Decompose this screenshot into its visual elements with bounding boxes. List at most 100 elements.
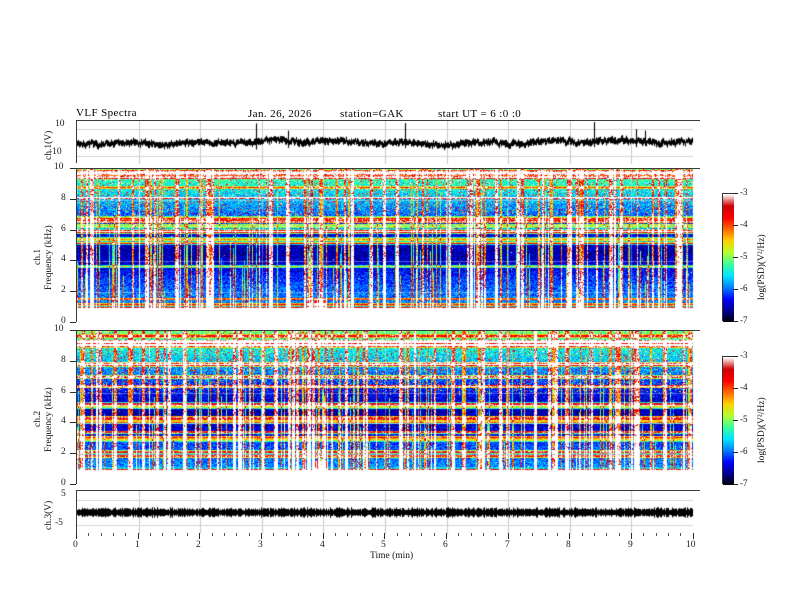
colorbar-tickmark — [733, 388, 738, 389]
x-axis-tickmark — [693, 533, 694, 539]
x-axis-tickmark — [199, 533, 200, 539]
ch1-ytick-10: 10 — [55, 119, 65, 129]
x-axis-minor-tickmark — [680, 533, 681, 536]
x-axis-tickmark — [261, 533, 262, 539]
colorbar-tickmark — [733, 452, 738, 453]
colorbar-tick-label: -7 — [740, 315, 748, 325]
y-axis-tick-label: 4 — [61, 416, 66, 426]
x-axis-minor-tickmark — [606, 533, 607, 536]
x-axis-minor-tickmark — [249, 533, 250, 536]
ch2-spec-channel-label: ch.2 — [33, 410, 43, 427]
colorbar-tick-label: -5 — [740, 414, 748, 424]
x-axis-tick-label: 7 — [505, 540, 510, 550]
x-axis-minor-tickmark — [101, 533, 102, 536]
y-axis-tickmark — [70, 230, 76, 231]
colorbar-tick-label: -7 — [740, 478, 748, 488]
x-axis-minor-tickmark — [273, 533, 274, 536]
station-label: station=GAK — [340, 108, 404, 120]
y-axis-tick-label: 2 — [61, 285, 66, 295]
colorbar-tickmark — [733, 356, 738, 357]
ch3-ytick-neg5: -5 — [55, 518, 63, 528]
x-axis-minor-tickmark — [495, 533, 496, 536]
x-axis-minor-tickmark — [668, 533, 669, 536]
y-axis-tickmark — [70, 168, 76, 169]
colorbar-tickmark — [733, 193, 738, 194]
x-axis-minor-tickmark — [545, 533, 546, 536]
x-axis-minor-tickmark — [483, 533, 484, 536]
colorbar-tickmark — [733, 484, 738, 485]
colorbar-ch2 — [722, 356, 734, 485]
x-axis-minor-tickmark — [434, 533, 435, 536]
ch3-timeseries-panel — [76, 490, 701, 534]
x-axis-tick-label: 5 — [381, 540, 386, 550]
ch1-timeseries-panel — [76, 120, 701, 164]
x-axis-tickmark — [446, 533, 447, 539]
colorbar-tick-label: -3 — [740, 187, 748, 197]
y-axis-tick-label: 10 — [54, 324, 64, 334]
ch1-spec-channel-label: ch.1 — [33, 248, 43, 265]
y-axis-tick-label: 2 — [61, 447, 66, 457]
ch1-spectrogram-panel — [76, 168, 701, 323]
colorbar-tick-label: -6 — [740, 446, 748, 456]
x-axis-minor-tickmark — [643, 533, 644, 536]
x-axis-tickmark — [138, 533, 139, 539]
x-axis-tick-label: 0 — [73, 540, 78, 550]
observation-date: Jan. 26, 2026 — [248, 108, 312, 120]
y-axis-tickmark — [70, 422, 76, 423]
x-axis-minor-tickmark — [619, 533, 620, 536]
colorbar-tick-label: -4 — [740, 219, 748, 229]
x-axis-minor-tickmark — [113, 533, 114, 536]
ch1-ytick-neg10: -10 — [49, 147, 62, 157]
colorbar-ch1 — [722, 193, 734, 322]
x-axis-tick-label: 9 — [628, 540, 633, 550]
ch2-spectrogram-panel — [76, 330, 701, 485]
x-axis-minor-tickmark — [162, 533, 163, 536]
x-axis-minor-tickmark — [212, 533, 213, 536]
x-axis-tickmark — [384, 533, 385, 539]
x-axis-minor-tickmark — [150, 533, 151, 536]
x-axis-tick-label: 3 — [258, 540, 263, 550]
colorbar-tickmark — [733, 420, 738, 421]
x-axis-minor-tickmark — [582, 533, 583, 536]
x-axis-minor-tickmark — [360, 533, 361, 536]
x-axis-tick-label: 4 — [320, 540, 325, 550]
x-axis-label: Time (min) — [370, 551, 414, 561]
y-axis-tickmark — [70, 392, 76, 393]
y-axis-tick-label: 8 — [61, 193, 66, 203]
colorbar-tickmark — [733, 225, 738, 226]
x-axis-minor-tickmark — [656, 533, 657, 536]
colorbar-ch1-label: log(PSD)(V²/Hz) — [757, 234, 767, 300]
x-axis-minor-tickmark — [594, 533, 595, 536]
x-axis-minor-tickmark — [347, 533, 348, 536]
y-axis-tickmark — [70, 484, 76, 485]
x-axis-minor-tickmark — [298, 533, 299, 536]
ch3-ytick-5: 5 — [61, 489, 66, 499]
y-axis-tick-label: 0 — [61, 316, 66, 326]
y-axis-tickmark — [70, 322, 76, 323]
x-axis-minor-tickmark — [520, 533, 521, 536]
y-axis-tick-label: 6 — [61, 386, 66, 396]
ch2-spec-ylabel: Frequency (kHz) — [44, 387, 54, 452]
y-axis-tick-label: 4 — [61, 254, 66, 264]
x-axis-tickmark — [508, 533, 509, 539]
ch3-timeseries-ylabel: ch.3(V) — [44, 500, 54, 530]
x-axis-minor-tickmark — [532, 533, 533, 536]
y-axis-tick-label: 10 — [54, 162, 64, 172]
colorbar-tick-label: -6 — [740, 283, 748, 293]
start-ut-label: start UT = 6 :0 :0 — [438, 108, 522, 120]
x-axis-minor-tickmark — [372, 533, 373, 536]
x-axis-minor-tickmark — [187, 533, 188, 536]
colorbar-tickmark — [733, 321, 738, 322]
x-axis-tickmark — [76, 533, 77, 539]
x-axis-minor-tickmark — [175, 533, 176, 536]
x-axis-minor-tickmark — [88, 533, 89, 536]
x-axis-minor-tickmark — [236, 533, 237, 536]
x-axis-minor-tickmark — [335, 533, 336, 536]
y-axis-tick-label: 6 — [61, 224, 66, 234]
x-axis-tick-label: 2 — [196, 540, 201, 550]
figure-title: VLF Spectra — [76, 107, 137, 119]
y-axis-tick-label: 0 — [61, 478, 66, 488]
y-axis-tickmark — [70, 291, 76, 292]
x-axis-minor-tickmark — [471, 533, 472, 536]
